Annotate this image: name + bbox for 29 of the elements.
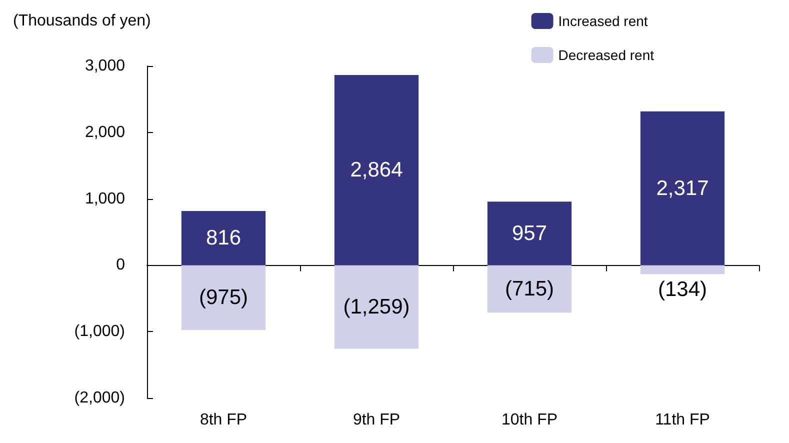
data-label: (1,259) <box>343 296 410 318</box>
y-tick-label: (2,000) <box>74 390 125 406</box>
x-tick-label: 9th FP <box>352 412 400 428</box>
x-tick-label: 8th FP <box>200 412 248 428</box>
bar <box>640 111 725 266</box>
bar <box>640 265 725 274</box>
bar <box>487 202 572 266</box>
y-tick-label: 1,000 <box>84 190 126 208</box>
x-tick-label: 10th FP <box>501 412 558 428</box>
data-label: (134) <box>658 278 708 302</box>
bar <box>334 75 419 266</box>
data-label: 2,864 <box>350 158 404 182</box>
bar <box>181 211 266 266</box>
y-tick-label: 2,000 <box>84 124 126 141</box>
bar <box>334 265 419 349</box>
data-label: 816 <box>206 226 242 250</box>
data-label: 957 <box>512 222 548 245</box>
data-label: (975) <box>198 286 248 310</box>
x-tick-label: 11th FP <box>655 412 710 428</box>
legend-label: Increased rent <box>558 13 648 29</box>
y-tick-label: 3,000 <box>84 58 126 74</box>
bar <box>181 265 266 330</box>
y-tick-label: 0 <box>116 256 126 274</box>
bar <box>487 265 572 313</box>
y-tick-label: (1,000) <box>74 323 125 340</box>
data-label: 2,317 <box>656 176 709 200</box>
data-label: (715) <box>504 277 554 300</box>
legend-label: Decreased rent <box>558 47 654 63</box>
y-axis-title: (Thousands of yen) <box>13 12 151 30</box>
